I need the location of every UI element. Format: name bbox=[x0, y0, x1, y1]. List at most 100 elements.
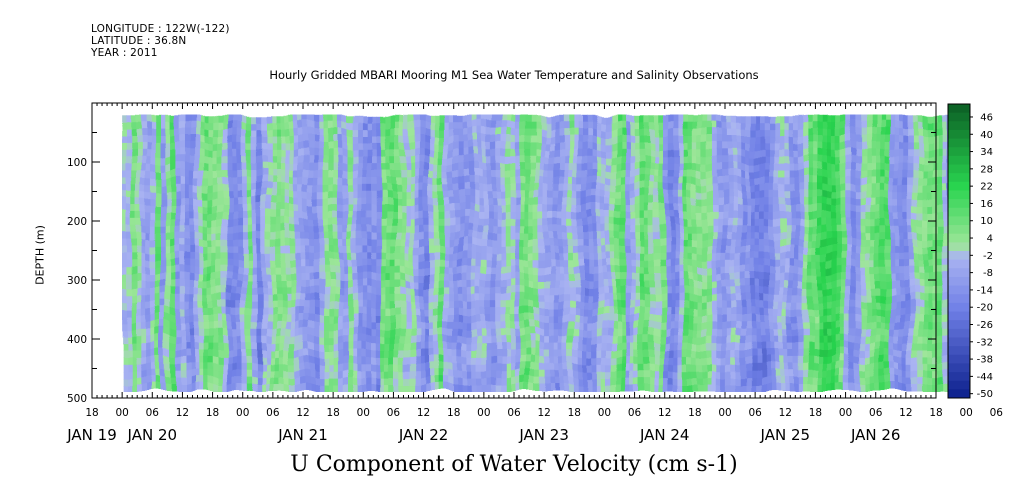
heatmap-cell bbox=[242, 211, 248, 219]
heatmap-cell bbox=[496, 294, 502, 302]
heatmap-cell bbox=[366, 328, 373, 337]
heatmap-cell bbox=[544, 156, 550, 164]
heatmap-cell bbox=[433, 197, 440, 206]
heatmap-cell bbox=[524, 363, 531, 371]
heatmap-cell bbox=[385, 190, 392, 199]
heatmap-cell bbox=[155, 142, 162, 150]
heatmap-cell bbox=[266, 294, 272, 302]
heatmap-cell bbox=[496, 128, 502, 137]
heatmap-cell bbox=[333, 370, 339, 378]
heatmap-cell bbox=[304, 314, 310, 323]
heatmap-cell bbox=[424, 356, 430, 364]
heatmap-cell bbox=[299, 218, 305, 226]
heatmap-cell bbox=[222, 190, 229, 199]
heatmap-cell bbox=[457, 384, 464, 392]
heatmap-cell bbox=[218, 335, 224, 344]
heatmap-cell bbox=[596, 259, 603, 268]
heatmap-cell bbox=[424, 321, 430, 330]
heatmap-cell bbox=[131, 245, 138, 254]
heatmap-cell bbox=[405, 384, 411, 392]
heatmap-cell bbox=[649, 183, 656, 192]
heatmap-cell bbox=[438, 287, 445, 295]
heatmap-cell bbox=[371, 294, 377, 302]
heatmap-cell bbox=[222, 176, 229, 185]
heatmap-cell bbox=[448, 135, 454, 144]
heatmap-cell bbox=[563, 121, 569, 130]
heatmap-cell bbox=[429, 204, 435, 213]
heatmap-cell bbox=[203, 142, 210, 150]
heatmap-cell bbox=[194, 384, 200, 392]
heatmap-cell bbox=[707, 328, 713, 337]
heatmap-cell bbox=[361, 142, 368, 150]
heatmap-cell bbox=[165, 211, 171, 219]
heatmap-cell bbox=[486, 384, 492, 392]
heatmap-cell bbox=[611, 273, 617, 282]
heatmap-cell bbox=[289, 384, 296, 392]
heatmap-cell bbox=[563, 142, 569, 150]
heatmap-cell bbox=[707, 273, 713, 282]
heatmap-cell bbox=[299, 156, 305, 164]
heatmap-cell bbox=[500, 252, 507, 261]
heatmap-cell bbox=[294, 128, 301, 137]
heatmap-cell bbox=[577, 259, 584, 268]
heatmap-cell bbox=[400, 204, 406, 213]
heatmap-cell bbox=[596, 273, 603, 282]
heatmap-cell bbox=[122, 266, 128, 275]
heatmap-cell bbox=[232, 370, 238, 378]
heatmap-cell bbox=[711, 342, 718, 351]
heatmap-cell bbox=[347, 183, 353, 192]
heatmap-cell bbox=[270, 135, 277, 144]
heatmap-cell bbox=[141, 273, 147, 282]
heatmap-cell bbox=[208, 135, 214, 144]
heatmap-cell bbox=[352, 245, 358, 254]
heatmap-cell bbox=[659, 321, 665, 330]
heatmap-cell bbox=[462, 321, 469, 330]
heatmap-cell bbox=[198, 252, 205, 261]
heatmap-cell bbox=[141, 308, 147, 316]
heatmap-cell bbox=[673, 176, 680, 185]
heatmap-cell bbox=[323, 211, 329, 219]
heatmap-cell bbox=[218, 252, 224, 261]
heatmap-cell bbox=[592, 225, 598, 233]
heatmap-cell bbox=[261, 259, 267, 268]
heatmap-cell bbox=[453, 225, 459, 233]
heatmap-cell bbox=[683, 301, 689, 309]
heatmap-cell bbox=[558, 308, 564, 316]
heatmap-cell bbox=[313, 314, 320, 323]
heatmap-cell bbox=[294, 294, 301, 302]
heatmap-cell bbox=[213, 218, 219, 226]
heatmap-cell bbox=[640, 328, 646, 337]
heatmap-cell bbox=[563, 135, 569, 144]
heatmap-cell bbox=[395, 370, 401, 378]
heatmap-cell bbox=[572, 363, 579, 371]
heatmap-cell bbox=[337, 121, 344, 130]
heatmap-cell bbox=[174, 252, 181, 261]
heatmap-cell bbox=[491, 280, 497, 288]
heatmap-cell bbox=[486, 301, 492, 309]
heatmap-cell bbox=[702, 142, 708, 150]
heatmap-cell bbox=[213, 301, 219, 309]
heatmap-cell bbox=[688, 204, 694, 213]
heatmap-cell bbox=[596, 308, 603, 316]
heatmap-cell bbox=[165, 377, 171, 385]
heatmap-cell bbox=[606, 273, 612, 282]
heatmap-cell bbox=[433, 321, 440, 330]
heatmap-cell bbox=[448, 294, 454, 302]
heatmap-cell bbox=[198, 363, 205, 371]
heatmap-cell bbox=[707, 211, 713, 219]
heatmap-cell bbox=[299, 328, 305, 337]
heatmap-cell bbox=[491, 204, 497, 213]
heatmap-cell bbox=[155, 377, 162, 385]
heatmap-cell bbox=[155, 280, 162, 288]
heatmap-cell bbox=[328, 335, 334, 344]
heatmap-cell bbox=[424, 384, 430, 392]
heatmap-cell bbox=[194, 170, 200, 178]
heatmap-cell bbox=[328, 232, 334, 240]
heatmap-cell bbox=[481, 266, 488, 275]
heatmap-cell bbox=[371, 204, 377, 213]
heatmap-cell bbox=[433, 218, 440, 226]
heatmap-cell bbox=[577, 211, 584, 219]
heatmap-cell bbox=[620, 190, 627, 199]
heatmap-cell bbox=[558, 356, 564, 364]
heatmap-cell bbox=[342, 294, 349, 302]
